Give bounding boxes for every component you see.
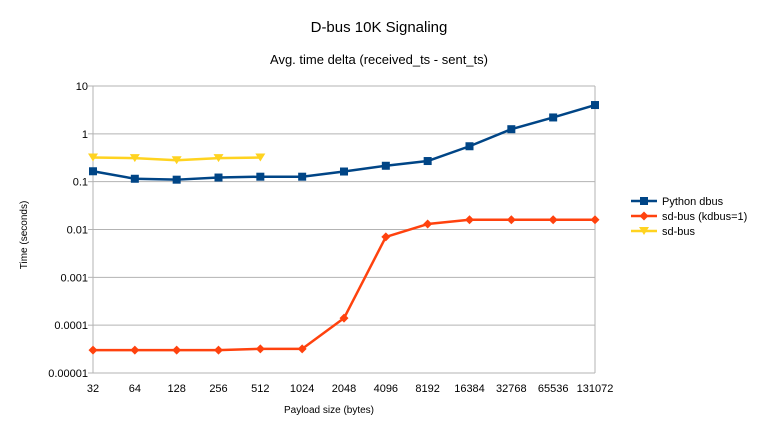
x-tick-label: 16384 <box>454 383 485 395</box>
data-point <box>297 344 307 354</box>
data-point <box>213 154 224 163</box>
data-point <box>130 345 140 355</box>
y-tick-label: 0.0001 <box>54 320 88 332</box>
data-point <box>298 172 307 181</box>
y-tick-label: 10 <box>76 81 88 93</box>
data-point <box>506 215 516 225</box>
axes <box>92 86 596 373</box>
y-tick-labels: 10 1 0.1 0.01 0.001 0.0001 0.00001 <box>48 81 88 380</box>
y-tick-label: 0.1 <box>73 177 88 189</box>
data-point <box>465 142 474 151</box>
legend-item: sd-bus <box>631 226 696 238</box>
series-sd-bus <box>88 153 266 165</box>
data-point <box>130 174 139 183</box>
legend-label: Python dbus <box>662 196 724 208</box>
data-point <box>590 215 600 225</box>
x-tick-label: 2048 <box>332 383 356 395</box>
data-point <box>423 219 433 229</box>
x-tick-label: 128 <box>167 383 185 395</box>
data-point <box>465 215 474 225</box>
data-point <box>129 154 140 163</box>
data-point <box>172 175 181 184</box>
data-point <box>549 113 558 122</box>
data-point <box>214 173 223 182</box>
x-tick-label: 64 <box>129 383 141 395</box>
x-tick-label: 65536 <box>538 383 569 395</box>
data-point <box>255 153 266 162</box>
x-tick-label: 8192 <box>415 383 439 395</box>
x-tick-label: 1024 <box>290 383 314 395</box>
data-point <box>172 345 182 355</box>
legend-label: sd-bus <box>662 226 696 238</box>
x-tick-label: 512 <box>251 383 269 395</box>
x-axis-label: Payload size (bytes) <box>284 405 374 416</box>
chart-subtitle: Avg. time delta (received_ts - sent_ts) <box>270 52 488 67</box>
data-point <box>214 345 223 355</box>
chart-title: D-bus 10K Signaling <box>311 19 448 36</box>
y-tick-label: 0.001 <box>60 272 88 284</box>
data-point <box>639 227 649 235</box>
data-point <box>640 197 648 205</box>
legend-label: sd-bus (kdbus=1) <box>662 211 747 223</box>
y-tick-label: 0.00001 <box>48 368 88 380</box>
legend-item: sd-bus (kdbus=1) <box>631 211 747 223</box>
data-point <box>339 313 349 323</box>
x-tick-label: 131072 <box>577 383 614 395</box>
data-point <box>548 215 558 225</box>
data-point <box>340 167 348 176</box>
y-tick-label: 0.01 <box>67 225 88 237</box>
x-tick-label: 4096 <box>374 383 398 395</box>
data-point <box>88 345 98 355</box>
data-point <box>381 161 390 170</box>
legend-item: Python dbus <box>631 196 724 208</box>
legend: Python dbus sd-bus (kdbus=1) sd-bus <box>631 196 747 238</box>
x-tick-label: 32 <box>87 383 99 395</box>
x-tick-label: 256 <box>209 383 227 395</box>
series-python-dbus <box>89 101 599 184</box>
data-point <box>381 232 391 242</box>
x-tick-label: 32768 <box>496 383 527 395</box>
data-series <box>88 101 600 355</box>
x-tick-labels: 32 64 128 256 512 1024 2048 4096 8192 16384 32768 6… <box>87 383 613 395</box>
y-axis-label: Time (seconds) <box>19 201 30 270</box>
data-point <box>423 157 432 166</box>
data-point <box>171 156 182 165</box>
data-point <box>89 167 97 176</box>
series-sd-bus-kdbus-1 <box>88 215 600 355</box>
data-point <box>507 125 516 134</box>
data-point <box>255 344 265 354</box>
data-point <box>88 153 98 162</box>
y-tick-label: 1 <box>82 129 88 141</box>
data-point <box>591 101 599 110</box>
data-point <box>639 211 649 221</box>
series-line <box>93 218 595 352</box>
data-point <box>256 172 265 181</box>
gridlines <box>88 85 595 374</box>
